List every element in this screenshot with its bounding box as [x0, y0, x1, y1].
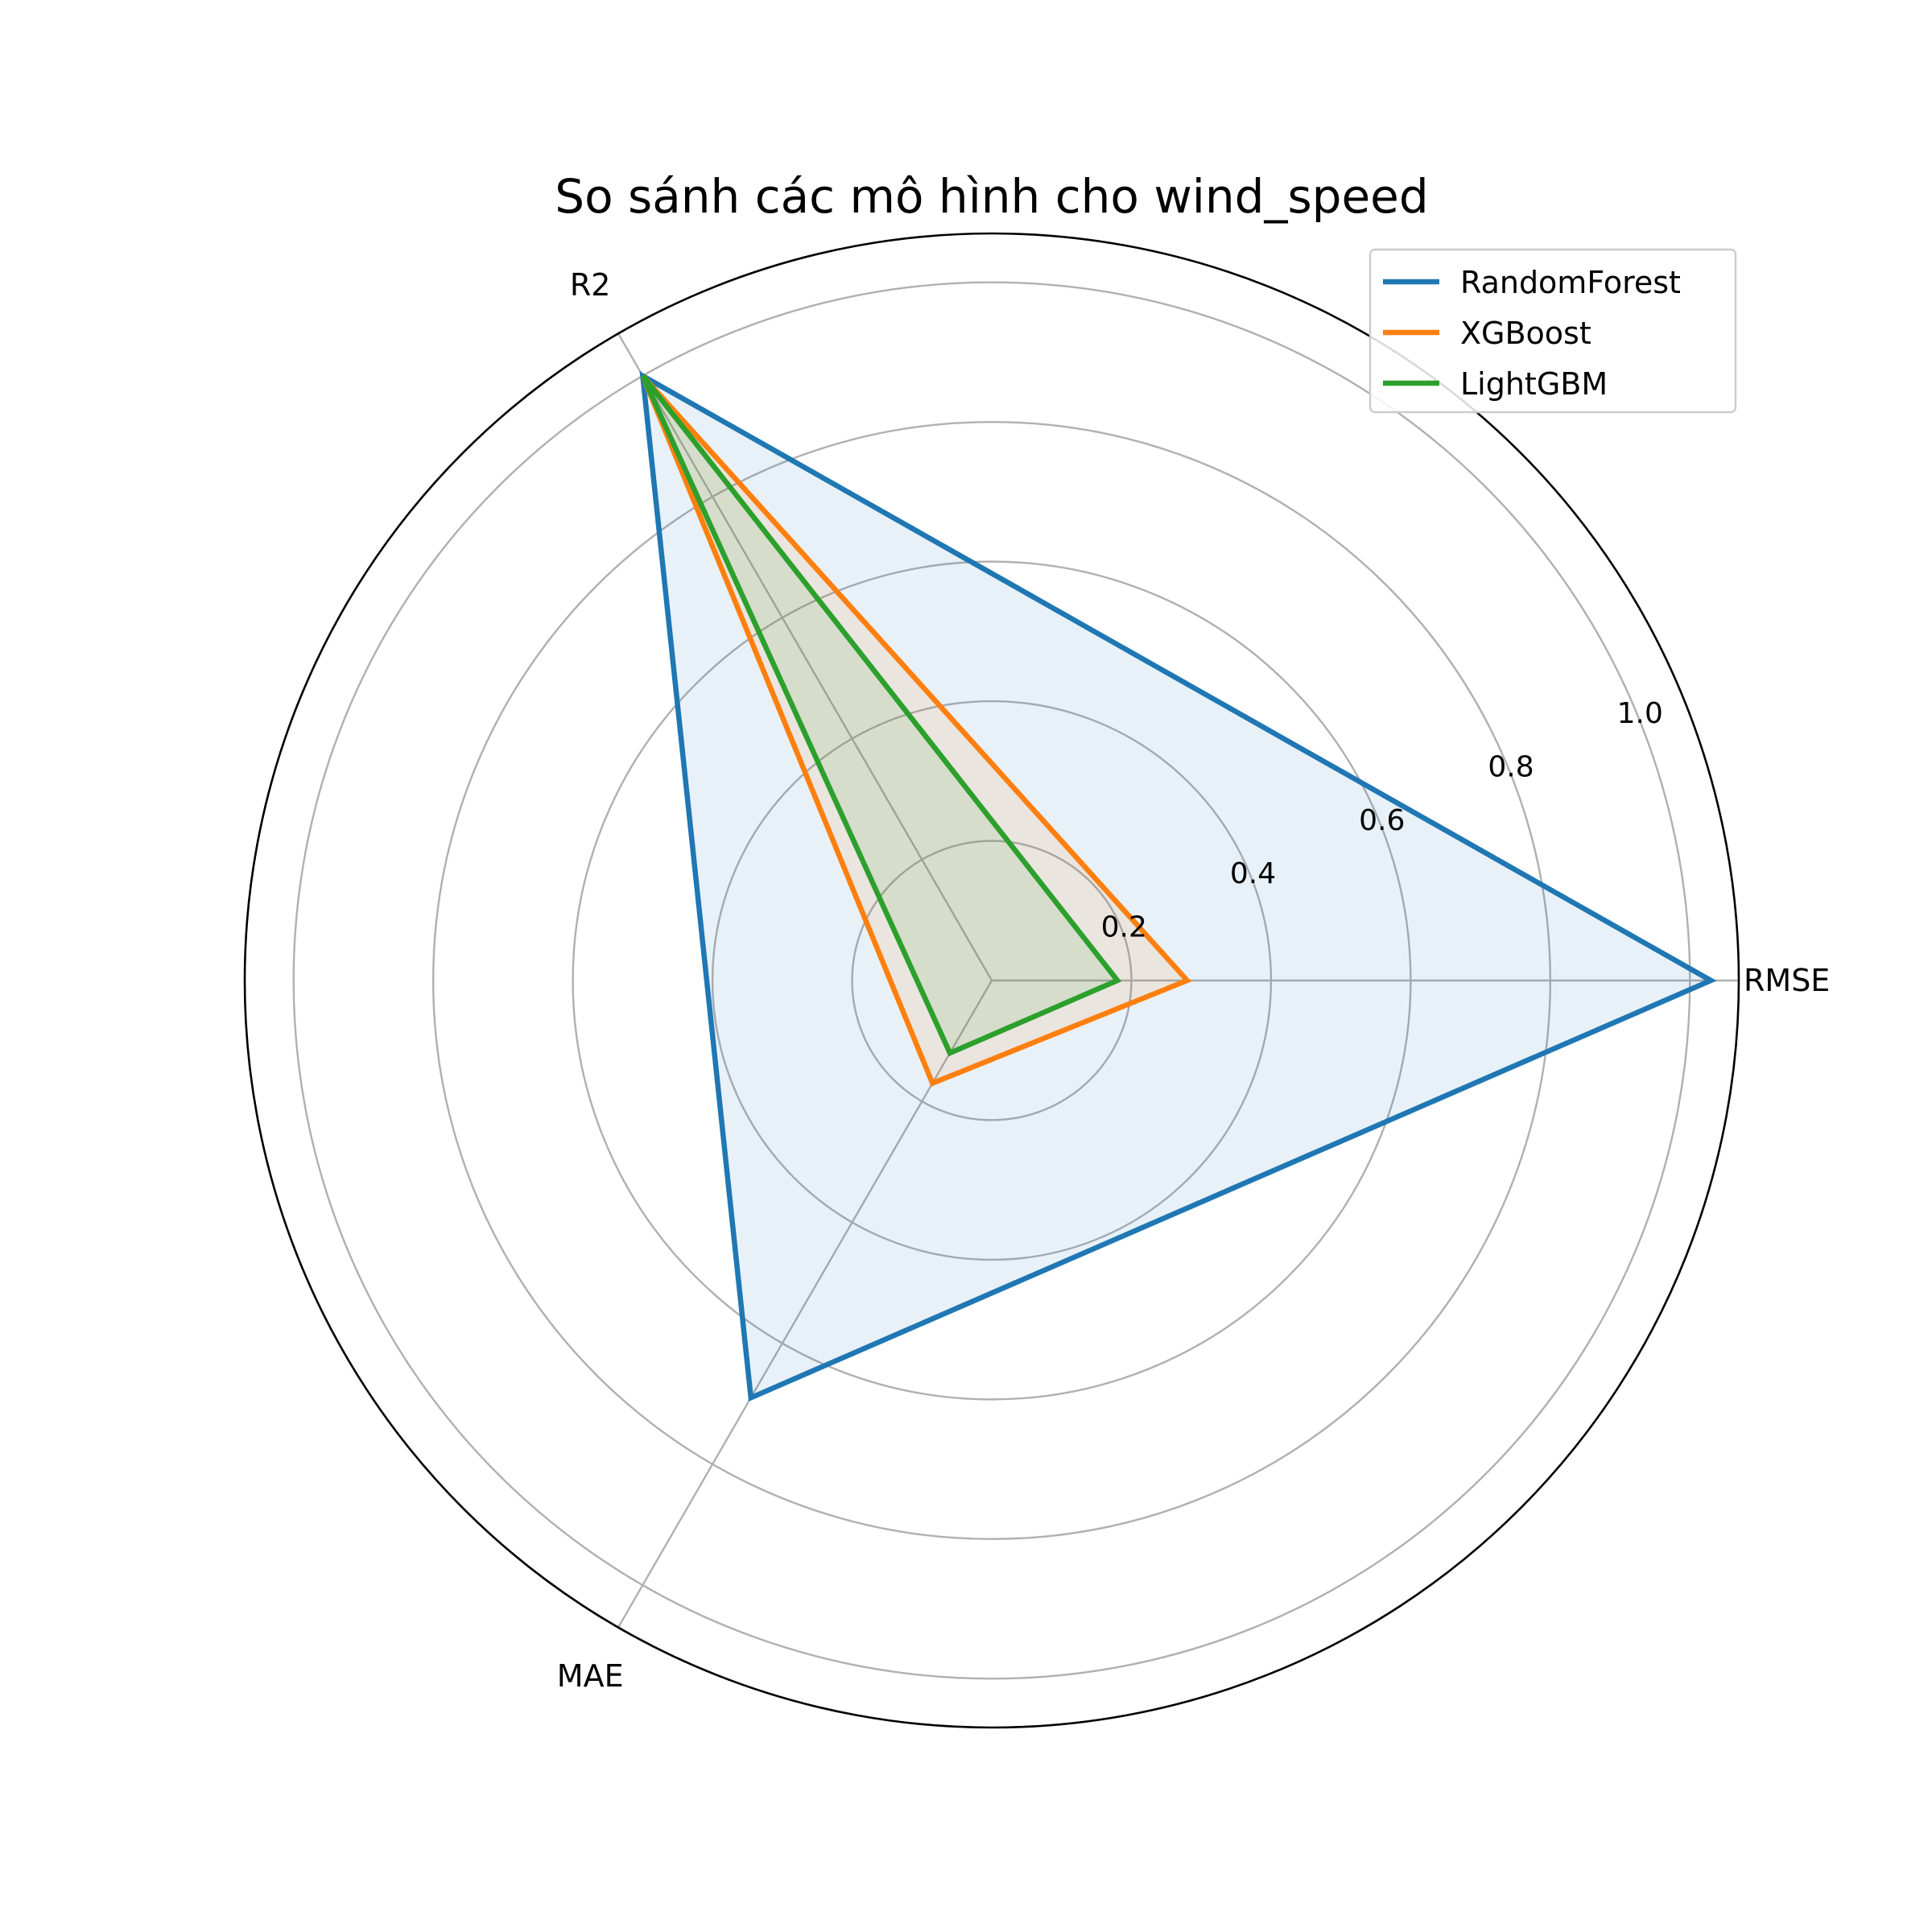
legend-label: RandomForest	[1460, 265, 1681, 300]
legend: RandomForest XGBoost LightGBM	[1368, 248, 1737, 414]
series-fill	[642, 375, 1118, 1054]
r-tick-label: 1.0	[1617, 697, 1663, 730]
r-tick-label: 0.8	[1488, 750, 1534, 783]
series-line	[640, 374, 1192, 1087]
spoke-line	[617, 980, 993, 1629]
polar-frame	[243, 232, 1740, 1729]
legend-frame	[1368, 248, 1737, 414]
radar-grid	[243, 232, 1740, 1729]
legend-label: XGBoost	[1460, 316, 1591, 351]
series-fill	[642, 375, 1711, 1398]
radar-series	[639, 370, 1717, 1402]
chart-title: So sánh các mô hình cho wind_speed	[555, 169, 1428, 224]
r-tick-label: 0.4	[1230, 857, 1276, 890]
axis-label: MAE	[557, 1658, 624, 1694]
axis-label: R2	[570, 267, 611, 303]
series-line	[639, 370, 1717, 1402]
r-tick-label: 0.6	[1359, 804, 1405, 837]
r-tick-label: 0.2	[1101, 911, 1147, 944]
series-line	[640, 374, 1122, 1057]
spoke-line	[617, 332, 993, 981]
legend-label: LightGBM	[1460, 366, 1608, 402]
axis-label: RMSE	[1744, 963, 1830, 998]
radar-labels: RMSE R2 MAE 0.2 0.4 0.6 0.8 1.0	[557, 267, 1831, 1694]
